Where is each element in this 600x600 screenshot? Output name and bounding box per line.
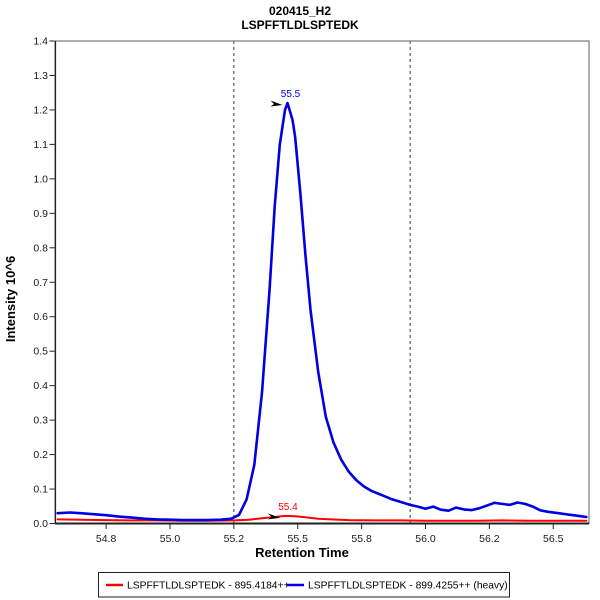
y-tick-label: 0.8 [33,242,48,254]
y-tick-label: 0.4 [33,380,48,392]
x-axis-title: Retention Time [255,545,349,560]
x-tick-label: 55.8 [351,533,372,545]
y-tick-label: 1.3 [33,70,48,82]
y-tick-label: 0.2 [33,449,48,461]
y-tick-label: 1.0 [33,173,48,185]
x-tick-label: 56.2 [479,533,500,545]
x-tick-label: 54.8 [96,533,117,545]
plot-area[interactable] [55,41,589,524]
x-tick-label: 55.0 [160,533,181,545]
peak-annotation-arrow-icon [267,513,280,520]
y-tick-label: 0.6 [33,311,48,323]
heavy-peptide-trace[interactable] [56,101,588,522]
peak-annotation-label[interactable]: 55.4 [278,502,298,513]
chart-content: 54.8 55.0 55.2 55.5 55.8 56.0 56.2 56.5 0.0 0.1 0.… [33,36,588,545]
x-tick-label: 55.2 [224,533,245,545]
y-tick-label: 1.1 [33,139,48,151]
y-tick-label: 0.5 [33,346,48,358]
y-tick-label: 1.4 [33,36,48,48]
y-tick-label: 0.9 [33,208,48,220]
y-tick-label: 0.7 [33,277,48,289]
legend-label-heavy: LSPFFTLDLSPTEDK - 899.4255++ (heavy) [308,581,508,592]
peak-annotation-arrow-icon [270,100,283,107]
y-tick-label: 0.0 [33,518,48,530]
peak-annotation-label[interactable]: 55.5 [281,89,301,100]
y-axis-title: Intensity 10^6 [3,256,18,342]
chart-title: 020415_H2 [269,4,331,18]
legend-label-light: LSPFFTLDLSPTEDK - 895.4184++ [127,581,290,592]
legend: LSPFFTLDLSPTEDK - 895.4184++ LSPFFTLDLSP… [98,572,510,598]
y-tick-label: 1.2 [33,104,48,116]
peptide-subtitle: LSPFFTLDLSPTEDK [241,18,359,32]
x-tick-label: 56.5 [543,533,564,545]
x-tick-label: 55.5 [288,533,309,545]
y-tick-label: 0.3 [33,415,48,427]
y-tick-label: 0.1 [33,484,48,496]
x-tick-label: 56.0 [415,533,436,545]
